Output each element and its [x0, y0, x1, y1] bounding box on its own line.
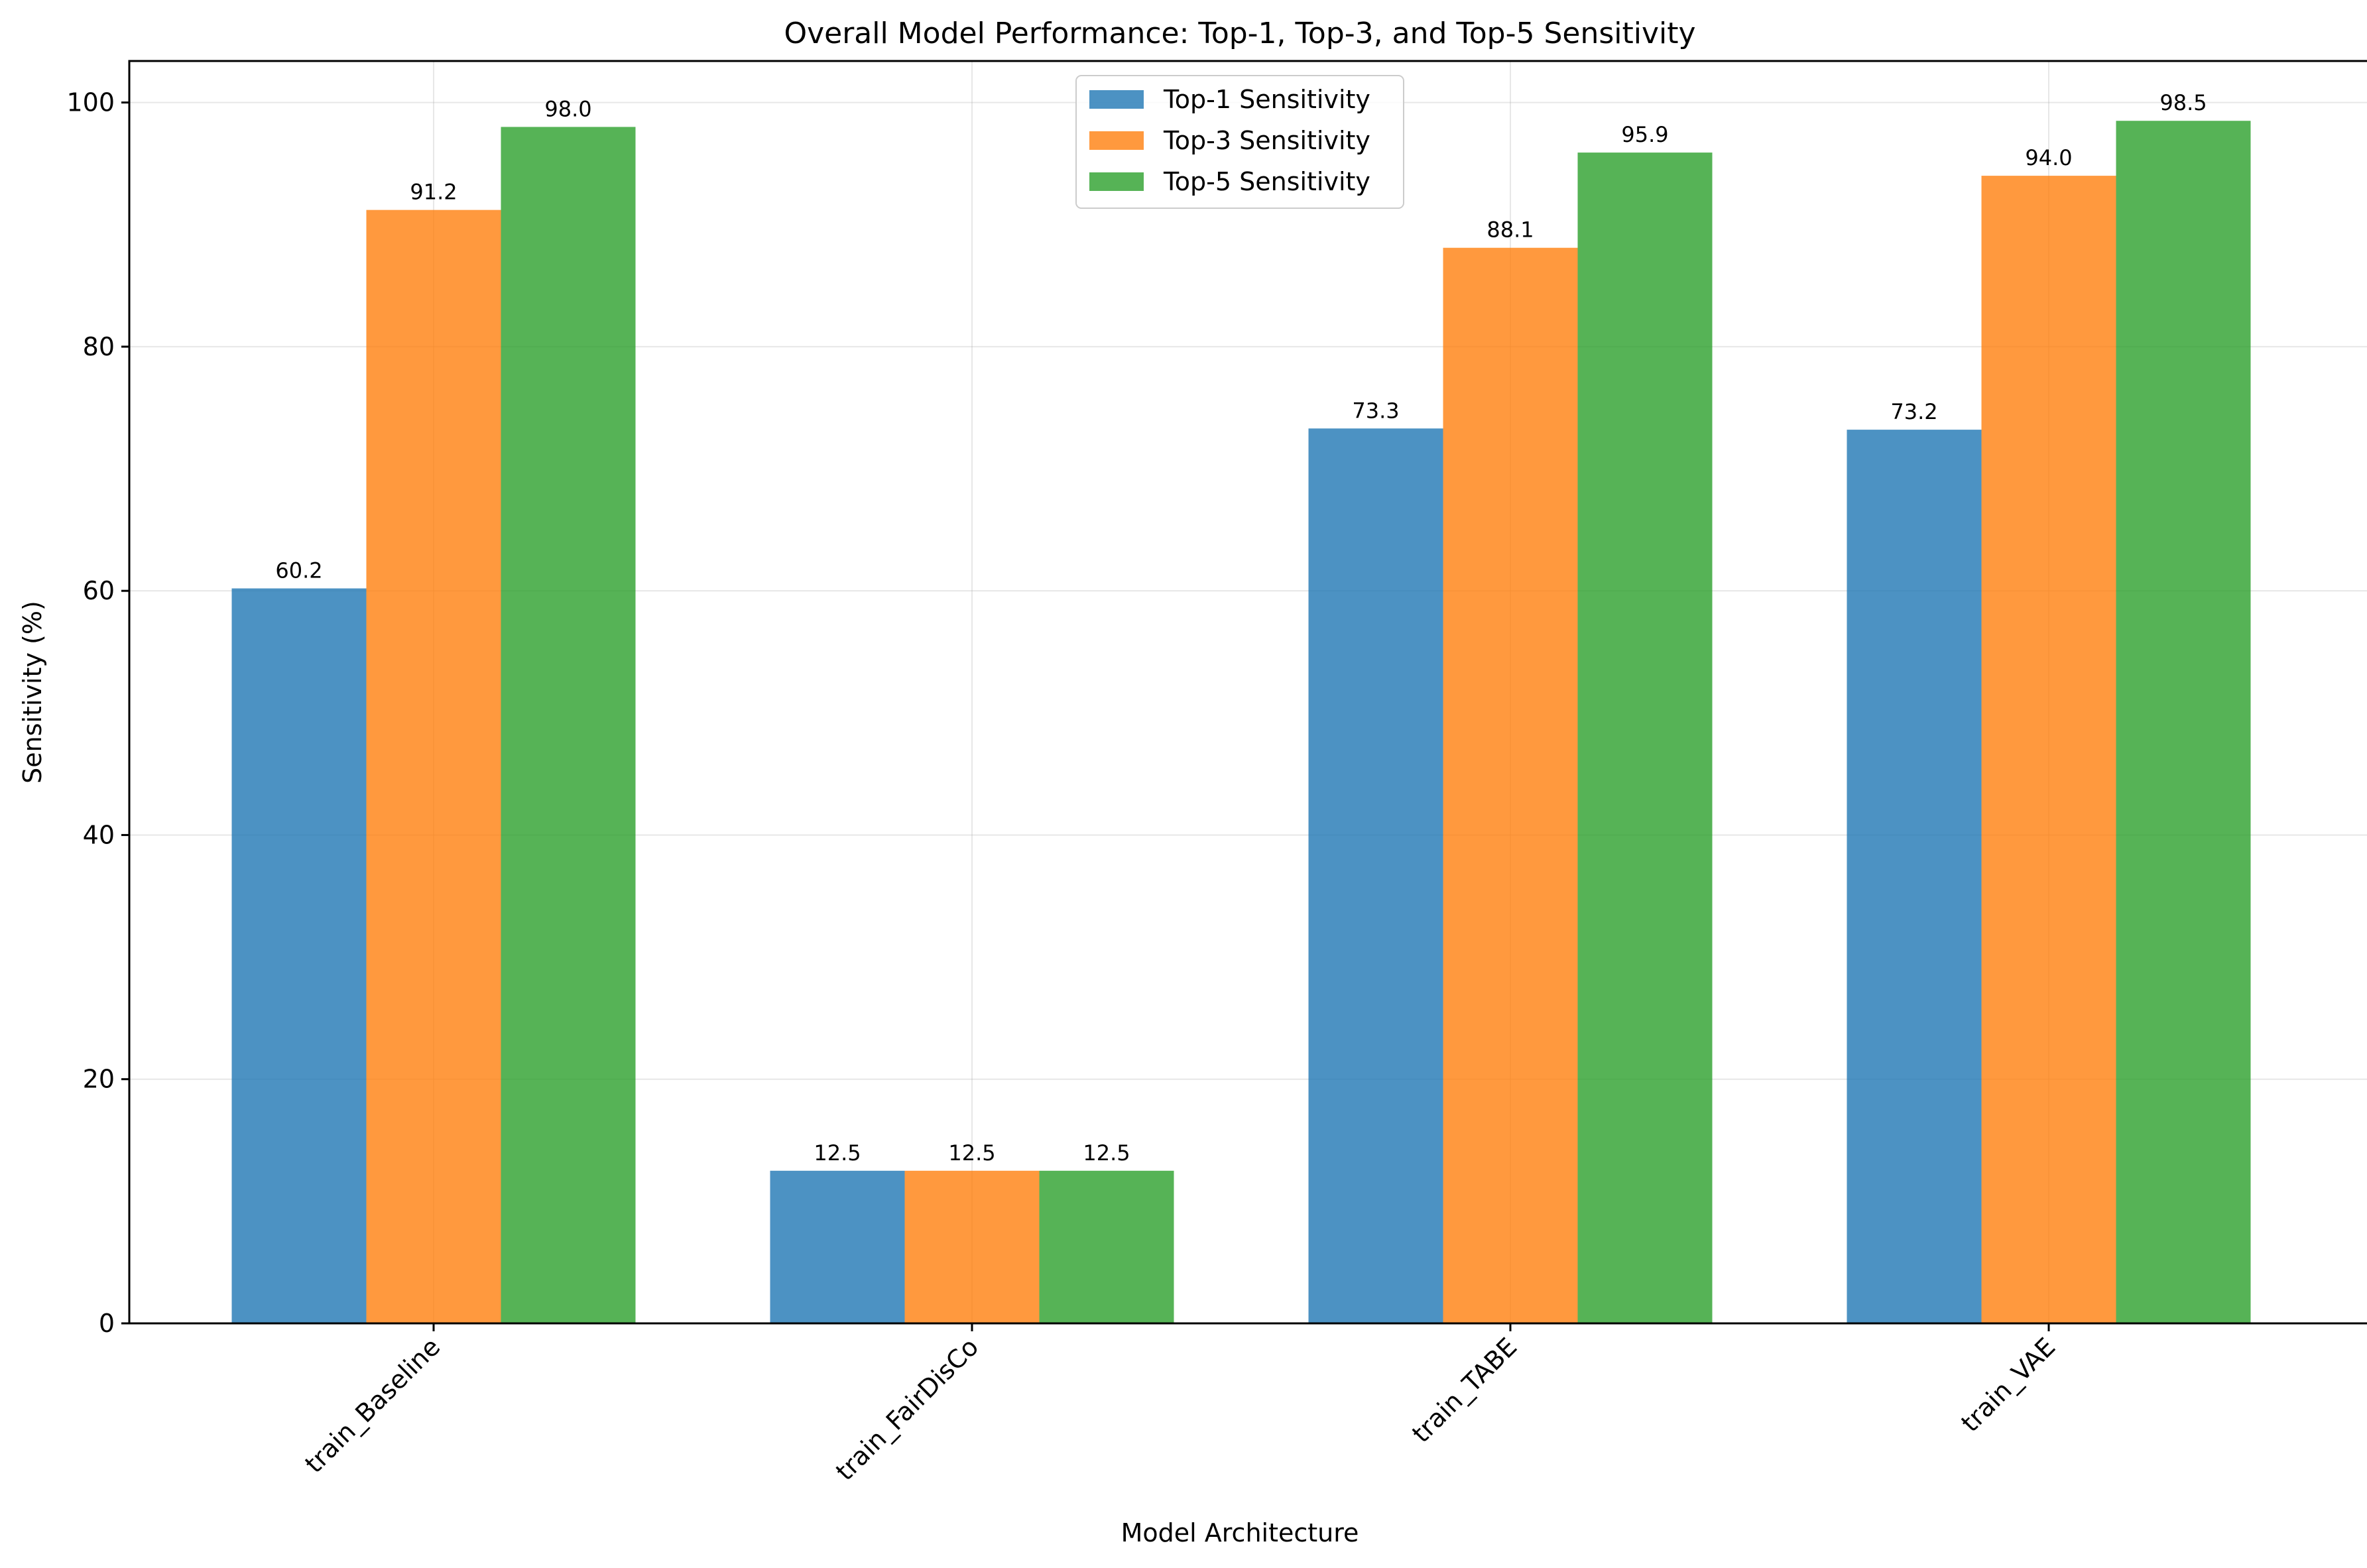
data-label: 73.2 — [1890, 399, 1937, 424]
bar — [1577, 152, 1713, 1323]
x-tick-label: train_VAE — [1955, 1332, 2061, 1437]
bar — [2116, 121, 2251, 1323]
y-axis-label: Sensitivity (%) — [18, 601, 47, 784]
data-label: 98.5 — [2159, 90, 2207, 115]
chart-title: Overall Model Performance: Top-1, Top-3,… — [784, 17, 1695, 50]
data-label: 95.9 — [1621, 122, 1668, 147]
bar — [366, 210, 501, 1323]
bar — [1039, 1170, 1174, 1323]
x-tick-label: train_Baseline — [299, 1332, 446, 1478]
bar — [770, 1170, 905, 1323]
legend-swatch — [1089, 131, 1144, 150]
legend-label: Top-3 Sensitivity — [1163, 126, 1370, 155]
bars — [231, 121, 2251, 1324]
y-tick-label: 100 — [66, 88, 115, 117]
bar — [1847, 430, 1982, 1323]
legend-swatch — [1089, 90, 1144, 109]
bar — [904, 1170, 1040, 1323]
legend-swatch — [1089, 172, 1144, 191]
legend: Top-1 Sensitivity Top-3 Sensitivity Top-5 … — [1075, 75, 1404, 209]
data-label: 73.3 — [1352, 398, 1399, 423]
x-axis-label: Model Architecture — [1121, 1518, 1359, 1547]
x-axis: train_Baseline train_FairDisCo train_TABE t… — [299, 1323, 2061, 1486]
data-label: 88.1 — [1487, 217, 1534, 243]
y-tick-label: 80 — [83, 332, 115, 361]
data-label: 12.5 — [1083, 1140, 1130, 1166]
y-axis: 0 20 40 60 80 100 — [66, 88, 129, 1338]
bar — [1981, 176, 2116, 1323]
data-label: 98.0 — [544, 96, 591, 121]
bar — [231, 588, 367, 1323]
bar — [1443, 247, 1578, 1324]
legend-label: Top-5 Sensitivity — [1163, 167, 1370, 196]
legend-box — [1075, 75, 1404, 209]
legend-label: Top-1 Sensitivity — [1163, 85, 1370, 114]
y-tick-label: 0 — [99, 1309, 115, 1338]
y-tick-label: 20 — [83, 1065, 115, 1094]
x-tick-label: train_FairDisCo — [830, 1332, 984, 1486]
y-tick-label: 40 — [83, 820, 115, 849]
data-label: 60.2 — [275, 558, 322, 583]
plot-frame — [128, 60, 2367, 1325]
data-label: 94.0 — [2025, 145, 2072, 170]
data-label: 12.5 — [814, 1140, 861, 1166]
bar — [1308, 428, 1443, 1323]
data-labels: 60.2 12.5 73.3 73.2 91.2 12.5 88.1 94.0 98.0 12.5… — [275, 90, 2207, 1166]
y-tick-label: 60 — [83, 576, 115, 605]
bar — [501, 127, 636, 1324]
x-tick-label: train_TABE — [1406, 1332, 1522, 1448]
data-label: 91.2 — [410, 180, 457, 205]
data-label: 12.5 — [948, 1140, 995, 1166]
